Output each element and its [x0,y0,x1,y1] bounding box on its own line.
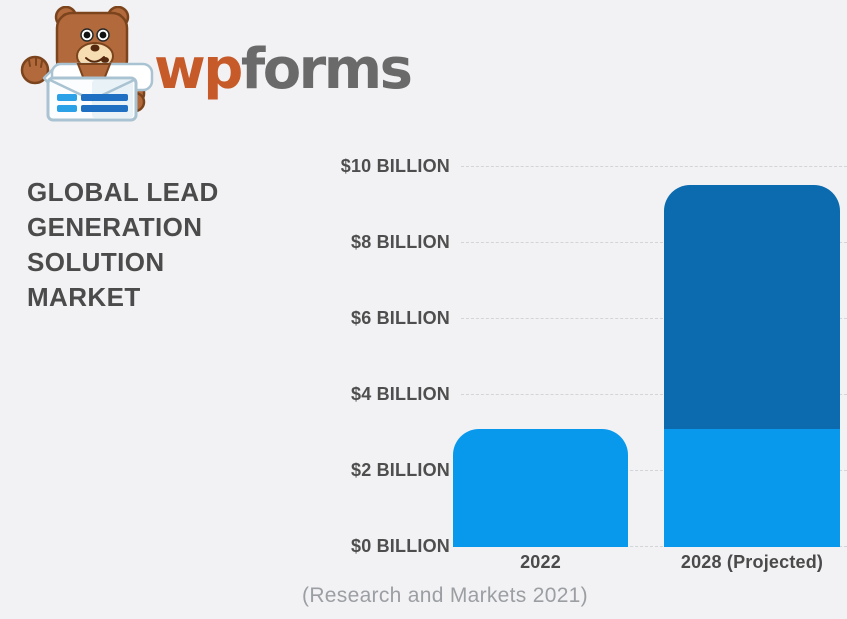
y-tick-label: $6 BILLION [350,308,450,328]
y-tick-label: $4 BILLION [350,384,450,404]
source-caption: (Research and Markets 2021) [302,584,588,607]
gridline [461,394,847,395]
wpforms-logo: wpforms [8,6,413,130]
gridline [461,546,847,547]
wordmark-forms: forms [240,37,413,102]
bar-2022 [453,428,628,547]
chart-title: GLOBAL LEAD GENERATION SOLUTION MARKET [27,177,219,313]
grid-row: $10 BILLION [330,156,847,177]
y-tick-label: $0 BILLION [350,536,450,556]
grid-row: $8 BILLION [330,232,847,253]
gridline [461,166,847,167]
gridline [461,318,847,319]
grid-row: $6 BILLION [330,308,847,329]
x-label-2022: 2022 [520,552,561,572]
gridline [461,470,847,471]
bar-2028-base-segment [664,428,840,547]
grid-row: $4 BILLION [330,384,847,405]
y-tick-label: $2 BILLION [350,460,450,480]
wpforms-wordmark: wpforms [154,42,413,98]
grid-row: $0 BILLION [330,536,847,557]
grid-row: $2 BILLION [330,460,847,481]
wpforms-bear-mascot-icon [20,6,154,122]
y-axis-grid: $10 BILLION $8 BILLION $6 BILLION $4 BIL… [330,156,847,557]
gridline [461,242,847,243]
wordmark-wp: wp [154,37,243,102]
x-label-2028: 2028 (Projected) [680,552,824,572]
y-tick-label: $10 BILLION [340,156,450,176]
y-tick-label: $8 BILLION [350,232,450,252]
plot-area [450,166,847,547]
